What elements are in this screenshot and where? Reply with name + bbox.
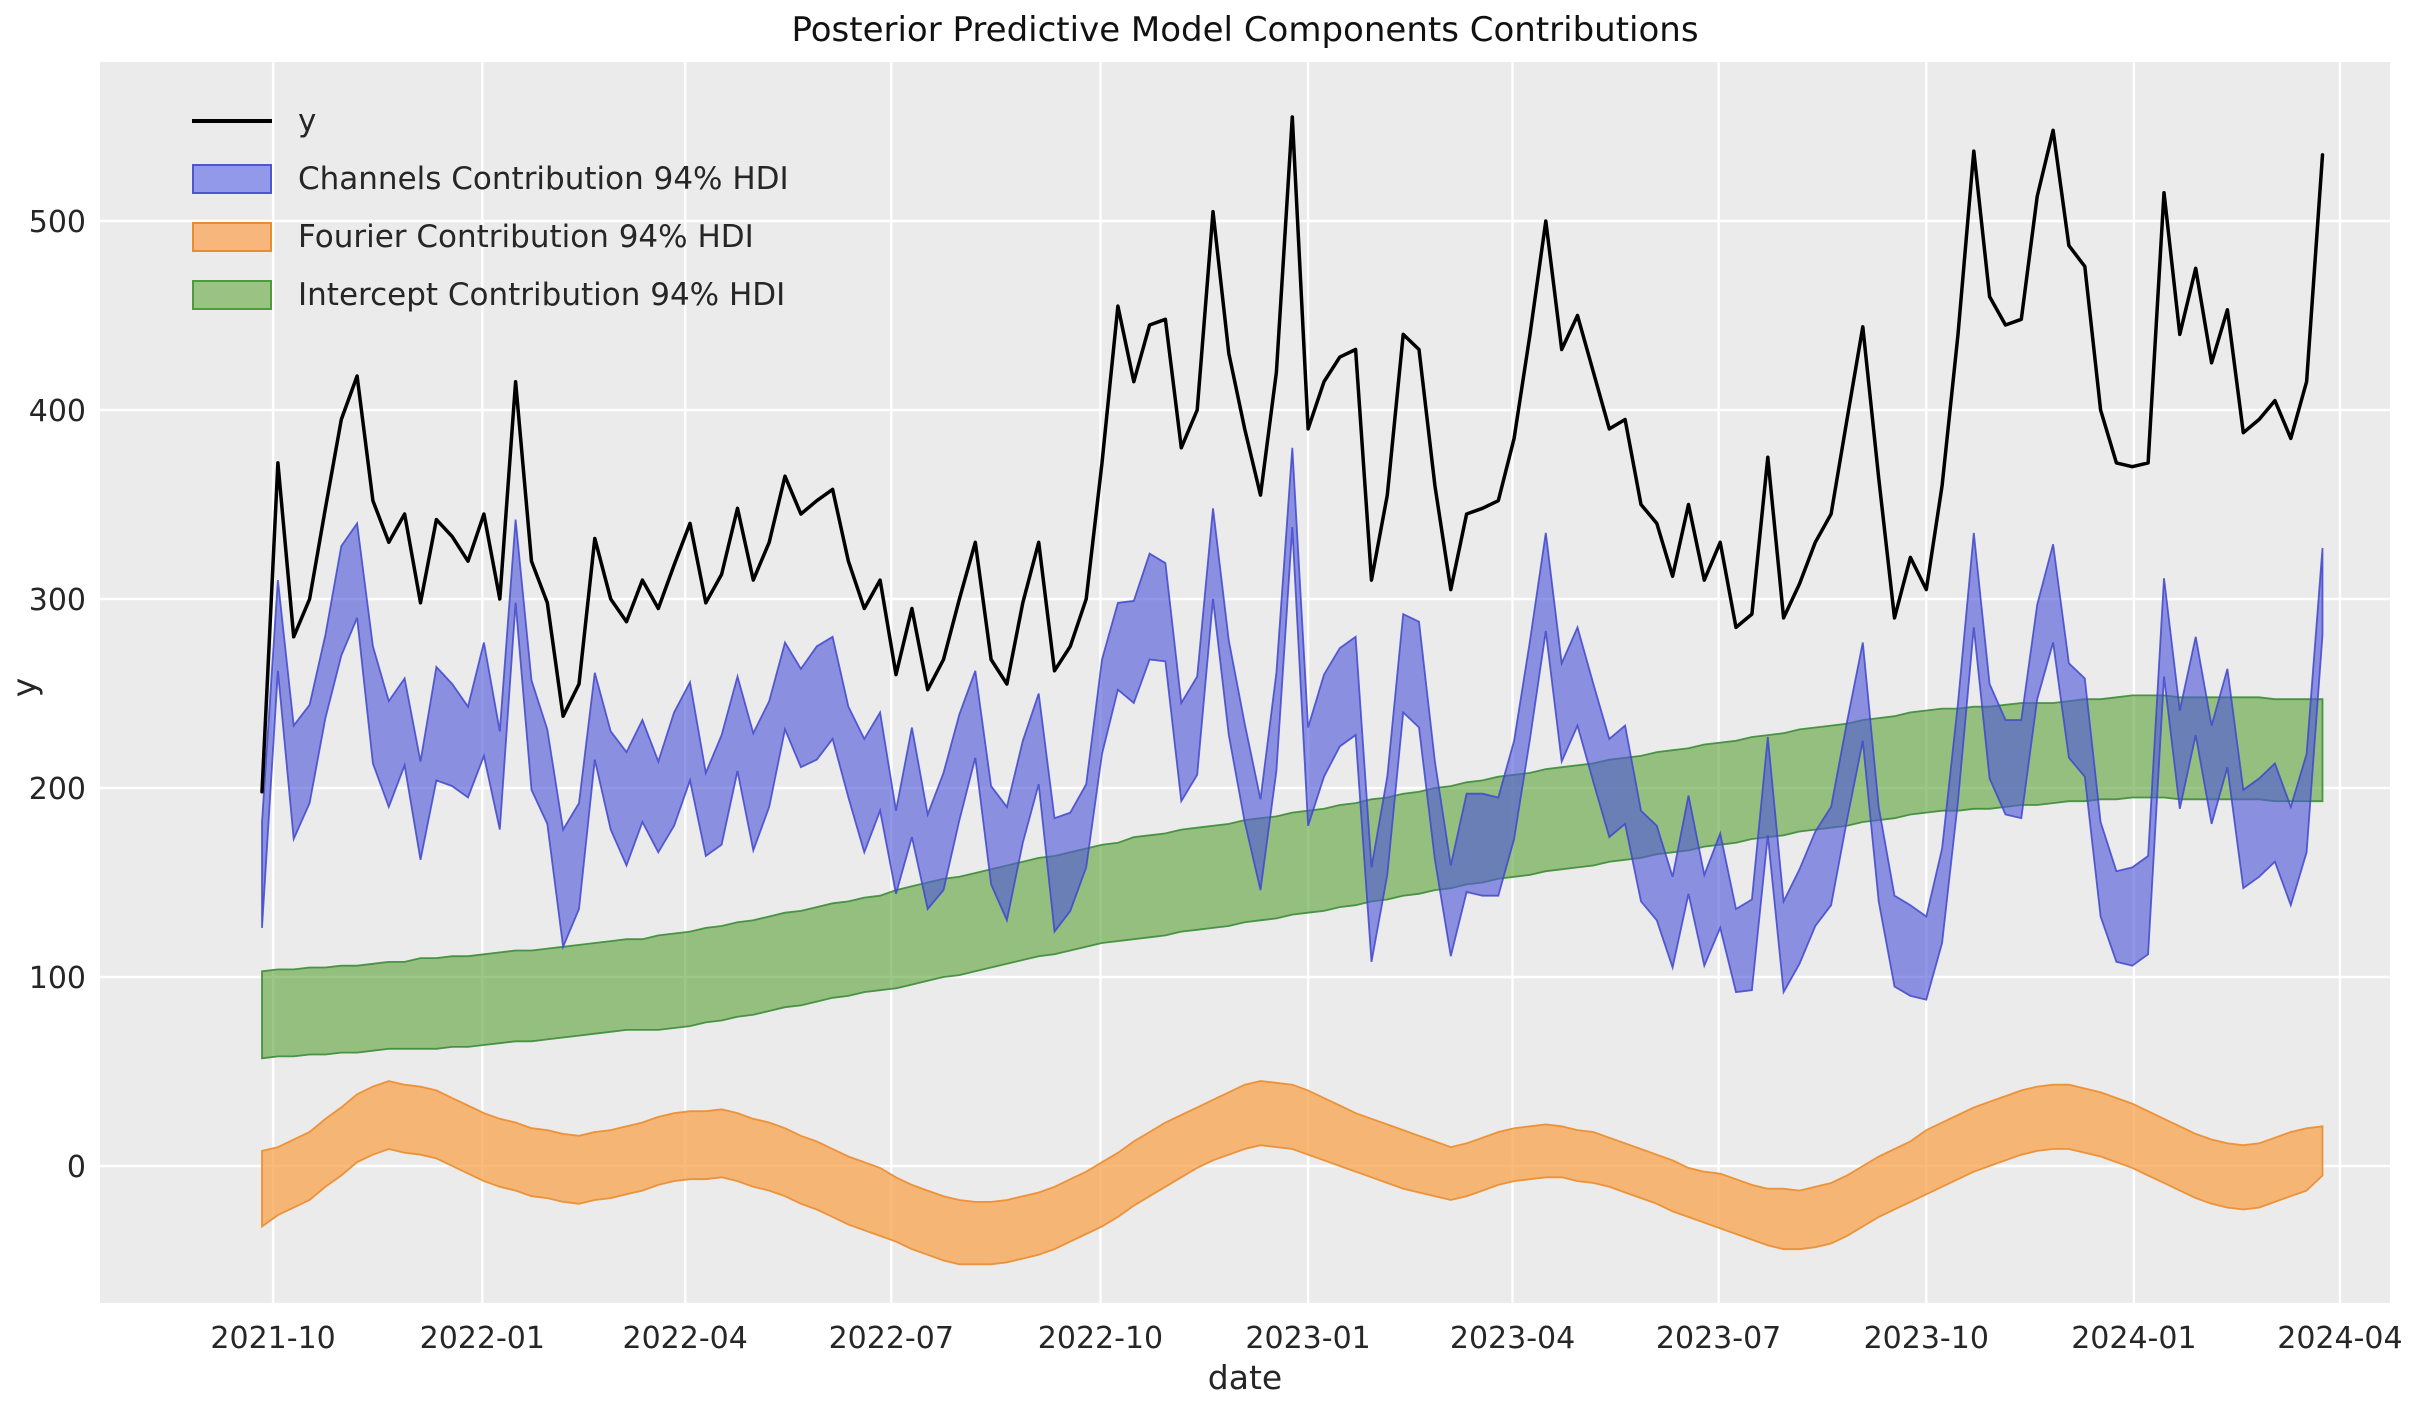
y-tick-label: 300	[29, 583, 86, 618]
x-tick-label: 2022-01	[420, 1321, 545, 1356]
legend-item-y: y	[192, 92, 789, 150]
x-tick-label: 2022-07	[829, 1321, 954, 1356]
y-line-swatch-icon	[192, 119, 272, 123]
legend-item-fourier: Fourier Contribution 94% HDI	[192, 208, 789, 266]
y-tick-label: 0	[67, 1150, 86, 1185]
x-tick-label: 2023-10	[1864, 1321, 1989, 1356]
series-y-line	[260, 115, 2325, 794]
band-intercept	[261, 694, 2324, 1060]
legend-item-channels: Channels Contribution 94% HDI	[192, 150, 789, 208]
x-tick-label: 2024-04	[2277, 1321, 2402, 1356]
legend-label: Fourier Contribution 94% HDI	[298, 219, 754, 255]
x-tick-label: 2024-01	[2071, 1321, 2196, 1356]
x-tick-label: 2021-10	[210, 1321, 335, 1356]
x-tick-label: 2022-10	[1038, 1321, 1163, 1356]
y-tick-label: 500	[29, 205, 86, 240]
chart-title: Posterior Predictive Model Components Co…	[791, 10, 1699, 50]
x-tick-label: 2023-01	[1245, 1321, 1370, 1356]
x-tick-label: 2023-04	[1450, 1321, 1575, 1356]
band-channels	[261, 447, 2324, 1001]
y-tick-label: 400	[29, 394, 86, 429]
x-tick-label: 2022-04	[623, 1321, 748, 1356]
x-axis-label: date	[1207, 1358, 1283, 1397]
y-tick-label: 100	[29, 961, 86, 996]
legend-label: y	[298, 103, 317, 139]
legend-label: Intercept Contribution 94% HDI	[298, 277, 786, 313]
legend-item-intercept: Intercept Contribution 94% HDI	[192, 266, 789, 324]
y-tick-label: 200	[29, 772, 86, 807]
legend: y Channels Contribution 94% HDI Fourier …	[192, 92, 789, 324]
band-fourier	[261, 1080, 2324, 1266]
fourier-patch-icon	[192, 222, 272, 252]
intercept-patch-icon	[192, 280, 272, 310]
legend-label: Channels Contribution 94% HDI	[298, 161, 789, 197]
channels-patch-icon	[192, 164, 272, 194]
x-tick-label: 2023-07	[1656, 1321, 1781, 1356]
